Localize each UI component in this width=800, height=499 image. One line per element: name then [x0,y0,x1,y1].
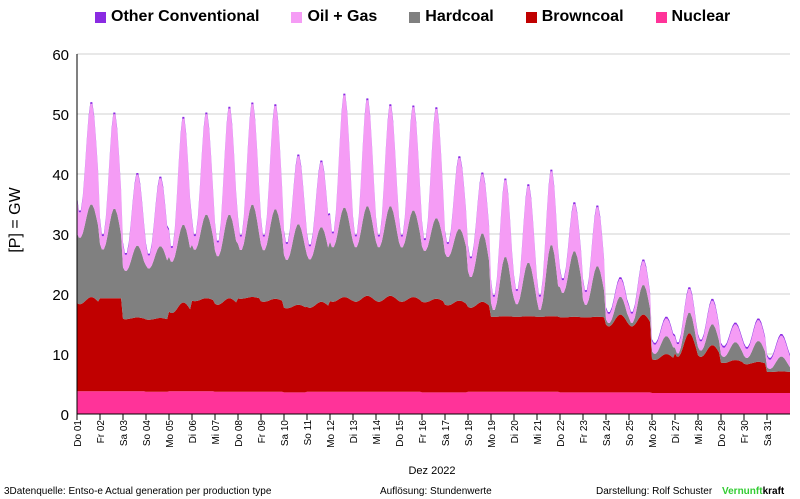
legend-label: Hardcoal [425,8,494,25]
y-tick-label: 20 [52,287,69,304]
area-hardcoal [77,204,790,372]
x-tick-label: Mo 26 [648,420,659,448]
x-tick-label: Mo 05 [165,420,176,448]
brand-logo: Vernunftkraft [722,486,784,497]
resolution-note: Auflösung: Stundenwerte [380,486,492,497]
x-tick-label: Fr 30 [740,420,751,444]
legend-swatch [525,11,537,23]
x-tick-label: Do 22 [556,420,567,447]
y-tick-label: 50 [52,107,69,124]
brand-logo-green: Vernunft [722,486,763,497]
area-nuclear [77,391,790,414]
legend-label: Browncoal [541,8,624,25]
x-tick-label: Mi 28 [694,420,705,445]
x-tick-label: Sa 31 [763,420,774,447]
x-tick-label: So 04 [142,420,153,447]
data-source-note: 3Datenquelle: Entso-e Actual generation … [4,486,272,497]
legend-item: Oil + Gas [291,8,377,26]
legend-item: Nuclear [655,8,731,26]
y-tick-label: 30 [52,227,69,244]
x-tick-label: Sa 10 [280,420,291,447]
legend-label: Nuclear [671,8,731,25]
area-series [77,93,790,414]
x-tick-label: Di 27 [671,420,682,444]
x-tick-label: Mo 12 [326,420,337,448]
axes: 0 10 20 30 40 50 60 Do 01 Fr 02 Sa 03 So 04 Mo 05 Di… [52,47,790,448]
x-tick-label: Mi 07 [211,420,222,445]
x-tick-label: Do 08 [234,420,245,447]
legend-item: Other Conventional [95,8,259,26]
y-axis-label: [P] = GW [7,186,24,252]
brand-logo-rest: kraft [762,486,785,497]
x-tick-label: Do 29 [717,420,728,447]
x-tick-label: Di 06 [188,420,199,444]
y-tick-label: 40 [52,167,69,184]
x-tick-label: Do 01 [73,420,84,447]
x-axis-label: Dez 2022 [408,465,455,477]
y-tick-label: 60 [52,47,69,64]
x-tick-label: Sa 17 [441,420,452,447]
x-tick-label: Fr 09 [257,420,268,444]
x-tick-label: Fr 02 [96,420,107,444]
area-oil-gas [77,95,790,369]
x-tick-label: Sa 03 [119,420,130,447]
area-browncoal [77,295,790,393]
x-tick-label: Fr 23 [579,420,590,444]
x-tick-label: Di 13 [349,420,360,444]
x-tick-label: So 11 [303,420,314,446]
legend-item: Hardcoal [409,8,494,26]
x-tick-label: Mi 21 [533,420,544,445]
x-tick-label: Sa 24 [602,420,613,447]
chart-legend: Other Conventional Oil + Gas Hardcoal Brown… [95,8,762,26]
legend-swatch [95,11,106,23]
legend-item: Browncoal [525,8,624,26]
y-tick-label: 0 [61,407,69,424]
legend-label: Other Conventional [111,8,260,25]
x-tick-label: Mo 19 [487,420,498,448]
x-tick-label: Di 20 [510,420,521,444]
x-tick-label: Do 15 [395,420,406,447]
legend-swatch [291,11,303,23]
x-tick-label: So 25 [625,420,636,447]
y-tick-label: 10 [52,347,69,364]
legend-swatch [409,11,421,23]
x-tick-label: So 18 [464,420,475,447]
x-tick-label: Mi 14 [372,420,383,445]
legend-swatch [655,11,667,23]
legend-label: Oil + Gas [307,8,378,25]
x-tick-label: Fr 16 [418,420,429,444]
author-note: Darstellung: Rolf Schuster [596,486,713,497]
